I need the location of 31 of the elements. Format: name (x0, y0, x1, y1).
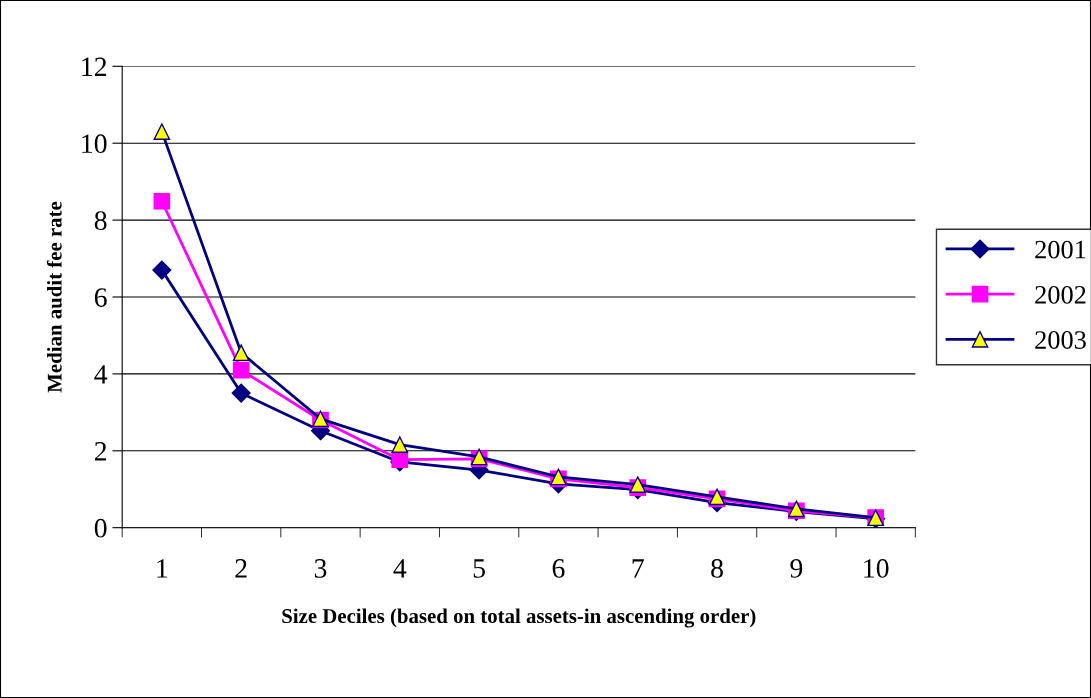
x-tick-label: 10 (864, 559, 889, 578)
point (232, 344, 250, 362)
point (391, 451, 409, 468)
x-tick-label: 9 (790, 559, 803, 578)
y-tick-label: 4 (94, 365, 108, 384)
y-tick-label: 0 (94, 518, 107, 538)
y-tick-label: 2 (94, 442, 107, 461)
x-tick-label: 3 (314, 559, 327, 578)
legend-label: 2003 (1035, 331, 1086, 349)
x-tick-label: 8 (711, 559, 723, 578)
x-tick-label: 6 (552, 559, 565, 578)
y-axis-title: Median audit fee rate (46, 201, 62, 393)
x-tick-label: 1 (157, 559, 168, 578)
point (231, 383, 251, 403)
y-tick-label: 6 (94, 288, 107, 307)
point (153, 192, 171, 210)
point (629, 476, 647, 493)
legend-label: 2001 (1035, 240, 1086, 259)
x-tick-label: 4 (393, 559, 407, 578)
x-tick-label: 2 (235, 559, 247, 578)
legend-label: 2002 (1035, 285, 1086, 304)
x-axis-title: Size Deciles (based on total assets-in ascending order) (282, 608, 756, 628)
point (232, 361, 250, 379)
point (153, 123, 171, 141)
y-tick-label: 8 (94, 211, 107, 231)
y-tick-label: 10 (82, 134, 107, 154)
point (152, 260, 172, 280)
x-tick-label: 5 (473, 559, 485, 578)
x-tick-label: 7 (632, 559, 644, 578)
point (391, 436, 409, 453)
y-tick-label: 12 (82, 57, 107, 76)
